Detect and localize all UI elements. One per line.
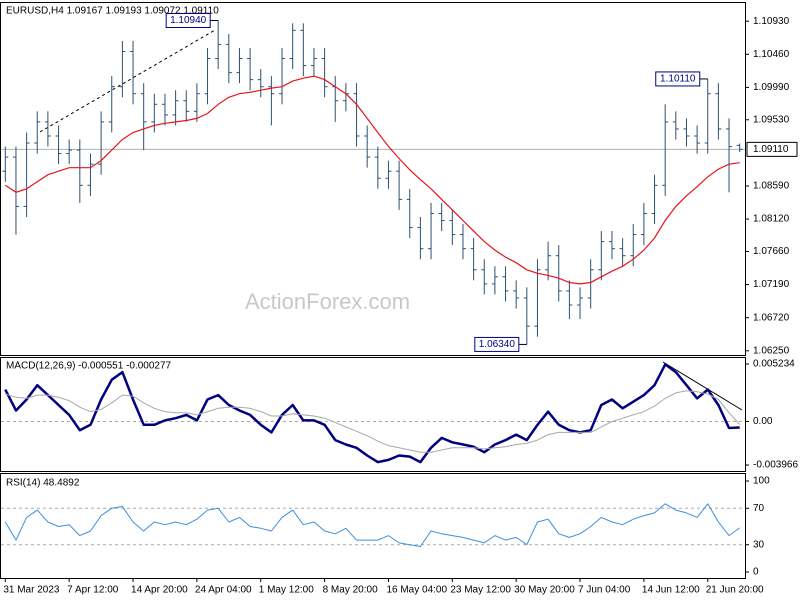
x-tick-label: 16 May 04:00: [386, 585, 447, 596]
y-tick-label: 1.10930: [753, 16, 790, 27]
y-tick-label: 70: [753, 503, 765, 514]
y-tick-label: 1.07660: [753, 246, 790, 257]
x-tick-label: 14 Apr 20:00: [131, 585, 188, 596]
annotation-label: 1.10940: [170, 15, 207, 26]
last-price-label: 1.09110: [753, 144, 789, 155]
y-tick-label: 1.08590: [753, 181, 790, 192]
x-tick-label: 24 Apr 04:00: [195, 585, 252, 596]
y-tick-label: 0.005234: [753, 359, 795, 370]
y-tick-label: 1.07190: [753, 279, 790, 290]
y-tick-label: 0: [753, 567, 759, 578]
annotation-label: 1.10110: [660, 74, 696, 85]
indicator-line: [4, 363, 740, 464]
trend-line: [662, 361, 743, 411]
y-tick-label: 1.06250: [753, 345, 790, 356]
price-title: EURUSD,H4 1.09167 1.09193 1.09072 1.0911…: [6, 6, 219, 17]
x-tick-label: 21 Jun 20:00: [706, 585, 764, 596]
x-tick-label: 31 Mar 2023: [3, 585, 60, 596]
rsi-panel-frame: [0, 473, 746, 579]
x-tick-label: 7 Apr 12:00: [67, 585, 119, 596]
annotation-box: [655, 71, 701, 87]
y-tick-label: 1.10460: [753, 49, 790, 60]
trend-line: [39, 29, 216, 133]
moving-average: [4, 75, 740, 285]
y-tick-label: 30: [753, 539, 765, 550]
y-tick-label: 1.09990: [753, 82, 790, 93]
y-tick-label: 1.06720: [753, 312, 790, 323]
indicator-line: [5, 390, 741, 453]
rsi-title: RSI(14) 48.4892: [6, 478, 80, 489]
indicator-line: [4, 503, 740, 547]
y-tick-label: 1.08120: [753, 214, 790, 225]
macd-panel-frame: [0, 357, 746, 472]
x-tick-label: 7 Jun 04:00: [578, 585, 631, 596]
y-tick-label: 100: [753, 476, 770, 487]
annotation-box: [165, 12, 211, 28]
y-tick-label: 1.09530: [753, 114, 790, 125]
last-price-box: [746, 141, 798, 157]
x-tick-label: 30 May 20:00: [514, 585, 575, 596]
annotation-label: 1.06340: [479, 339, 516, 350]
y-tick-label: 0.00: [753, 416, 773, 427]
x-tick-label: 14 Jun 12:00: [642, 585, 700, 596]
x-tick-label: 1 May 12:00: [259, 585, 314, 596]
y-tick-label: -0.003966: [753, 460, 798, 471]
macd-title: MACD(12,26,9) -0.000551 -0.000277: [6, 361, 172, 372]
price-panel-frame: [0, 2, 746, 356]
annotation-box: [474, 336, 520, 352]
x-tick-label: 23 May 12:00: [450, 585, 511, 596]
watermark: ActionForex.com: [245, 289, 410, 314]
x-tick-label: 8 May 20:00: [323, 585, 378, 596]
